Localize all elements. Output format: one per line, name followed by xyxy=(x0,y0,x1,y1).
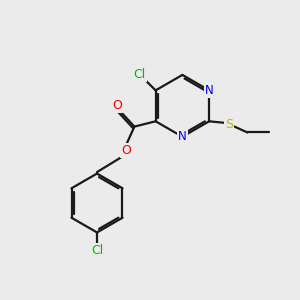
Text: O: O xyxy=(112,100,122,112)
Text: S: S xyxy=(225,118,233,131)
Text: Cl: Cl xyxy=(91,244,103,256)
Text: O: O xyxy=(121,144,131,157)
Text: Cl: Cl xyxy=(133,68,145,81)
Text: N: N xyxy=(205,84,214,97)
Text: N: N xyxy=(178,130,187,143)
